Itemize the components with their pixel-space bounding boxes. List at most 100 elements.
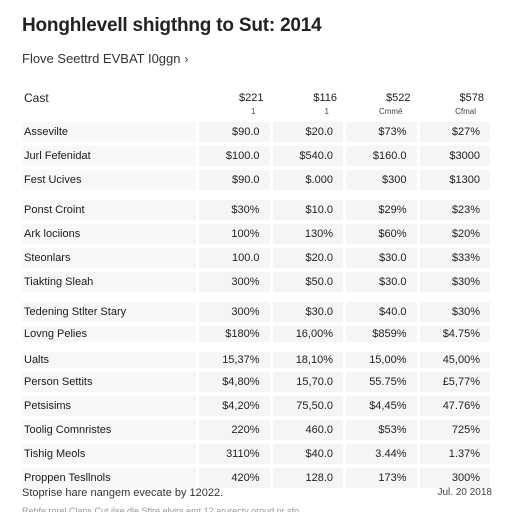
table-cell: $40.0: [269, 444, 343, 464]
table-cell: $160.0: [343, 146, 417, 166]
table-row: Person Settits $4,80% 15,70.0 55.75% £5,77%: [22, 372, 490, 392]
table-cell: $20%: [416, 224, 490, 244]
footer-cutoff-line: Rebfe rorel Clans Cut ilse dle Sflre elv…: [22, 507, 300, 512]
table-row: Assevilte $90.0 $20.0 $73% $27%: [22, 122, 490, 142]
column-header: $578 Cfmal: [417, 92, 491, 118]
table-cell: $23%: [416, 194, 490, 220]
table-cell: $53%: [343, 420, 417, 440]
table-cell: 100%: [196, 224, 270, 244]
table-cell: 16,00%: [269, 326, 343, 342]
table-cell: 100.0: [196, 248, 270, 268]
table-cell: $20.0: [269, 122, 343, 142]
row-label: Lovng Pelies: [22, 326, 196, 342]
column-header: $221 1: [196, 92, 270, 118]
table-cell: $30%: [416, 272, 490, 292]
table-row: Ark lociions 100% 130% $60% $20%: [22, 224, 490, 244]
table-cell: $30.0: [269, 296, 343, 322]
table-cell: $4,45%: [343, 396, 417, 416]
report-subtitle[interactable]: Flove Seettrd EVBAT I0ggn ›: [22, 50, 492, 68]
report-footer: Stoprise hare nangem evecate by 12022. J…: [22, 487, 492, 499]
table-cell: 47.76%: [416, 396, 490, 416]
column-header-sub: 1: [251, 107, 256, 116]
row-label: Tedening Stlter Stary: [22, 296, 196, 322]
table-cell: $90.0: [196, 122, 270, 142]
table-cell: $859%: [343, 326, 417, 342]
table-cell: $30%: [196, 194, 270, 220]
table-row: Toolig Comnristes 220% 460.0 $53% 725%: [22, 420, 490, 440]
table-cell: 460.0: [269, 420, 343, 440]
table-cell: 18,10%: [269, 346, 343, 368]
column-header: $116 1: [270, 92, 344, 118]
table-cell: 300%: [416, 468, 490, 488]
row-label: Jurl Fefenidat: [22, 146, 196, 166]
row-label: Proppen Tesllnols: [22, 468, 196, 488]
table-cell: $29%: [343, 194, 417, 220]
table-cell: $90.0: [196, 170, 270, 190]
table-cell: 75,50.0: [269, 396, 343, 416]
table-cell: 128.0: [269, 468, 343, 488]
column-header: $522 Cmmé: [343, 92, 417, 118]
row-label: Person Settits: [22, 372, 196, 392]
footer-date: Jul. 20 2018: [437, 487, 493, 498]
table-row: Tiakting Sleah 300% $50.0 $30.0 $30%: [22, 272, 490, 292]
table-cell: 15,00%: [343, 346, 417, 368]
row-label: Ark lociions: [22, 224, 196, 244]
table-cell: 220%: [196, 420, 270, 440]
table-cell: $540.0: [269, 146, 343, 166]
table-cell: $4.75%: [416, 326, 490, 342]
column-header-sub: Cmmé: [378, 107, 403, 116]
table-body: Assevilte $90.0 $20.0 $73% $27% Jurl Fefenida…: [22, 122, 490, 488]
table-cell: $30.0: [343, 272, 417, 292]
table-cell: $20.0: [269, 248, 343, 268]
table-row: Jurl Fefenidat $100.0 $540.0 $160.0 $3000: [22, 146, 490, 166]
table-cell: $.000: [269, 170, 343, 190]
table-cell: 130%: [269, 224, 343, 244]
table-row: Steonlars 100.0 $20.0 $30.0 $33%: [22, 248, 490, 268]
table-row: Tedening Stlter Stary 300% $30.0 $40.0 $30%: [22, 296, 490, 322]
table-cell: $30.0: [343, 248, 417, 268]
column-header-sub: 1: [324, 107, 329, 116]
table-cell: $40.0: [343, 296, 417, 322]
table-cell: $73%: [343, 122, 417, 142]
row-label: Petsisims: [22, 396, 196, 416]
table-cell: $4,20%: [196, 396, 270, 416]
column-header-value: $221: [239, 92, 264, 104]
table-cell: 300%: [196, 296, 270, 322]
chevron-right-icon: ›: [184, 52, 189, 66]
table-cell: $1300: [416, 170, 490, 190]
report-title: Honghlevell shigthng to Sut: 2014: [22, 15, 322, 36]
table-header-row: Cast $221 1 $116 1 $522 Cmmé $578 Cfmal: [22, 92, 490, 118]
table-cell: 1.37%: [416, 444, 490, 464]
table-row: Ualts 15,37% 18,10% 15,00% 45,00%: [22, 346, 490, 368]
table-cell: $33%: [416, 248, 490, 268]
row-label: Ualts: [22, 346, 196, 368]
table-cell: 15,37%: [196, 346, 270, 368]
table-cell: $27%: [416, 122, 490, 142]
table-cell: 725%: [416, 420, 490, 440]
table-row: Petsisims $4,20% 75,50.0 $4,45% 47.76%: [22, 396, 490, 416]
row-label: Fest Ucives: [22, 170, 196, 190]
table-cell: $180%: [196, 326, 270, 342]
table-row: Tishig Meols 3110% $40.0 3.44% 1.37%: [22, 444, 490, 464]
table-cell: 420%: [196, 468, 270, 488]
table-cell: 55.75%: [343, 372, 417, 392]
row-label: Steonlars: [22, 248, 196, 268]
column-header-value: $116: [313, 92, 337, 104]
table-cell: 3110%: [196, 444, 270, 464]
table-cell: $60%: [343, 224, 417, 244]
table-cell: $30%: [416, 296, 490, 322]
cost-table: Cast $221 1 $116 1 $522 Cmmé $578 Cfmal Asse…: [22, 88, 490, 492]
row-label: Tiakting Sleah: [22, 272, 196, 292]
column-header-label: Cast: [24, 91, 49, 105]
table-cell: 173%: [343, 468, 417, 488]
table-cell: 300%: [196, 272, 270, 292]
table-cell: $4,80%: [196, 372, 270, 392]
table-cell: $3000: [416, 146, 490, 166]
table-cell: 45,00%: [416, 346, 490, 368]
row-label: Tishig Meols: [22, 444, 196, 464]
table-row: Proppen Tesllnols 420% 128.0 173% 300%: [22, 468, 490, 488]
column-header-value: $522: [386, 92, 411, 104]
row-label: Toolig Comnristes: [22, 420, 196, 440]
table-cell: £5,77%: [416, 372, 490, 392]
